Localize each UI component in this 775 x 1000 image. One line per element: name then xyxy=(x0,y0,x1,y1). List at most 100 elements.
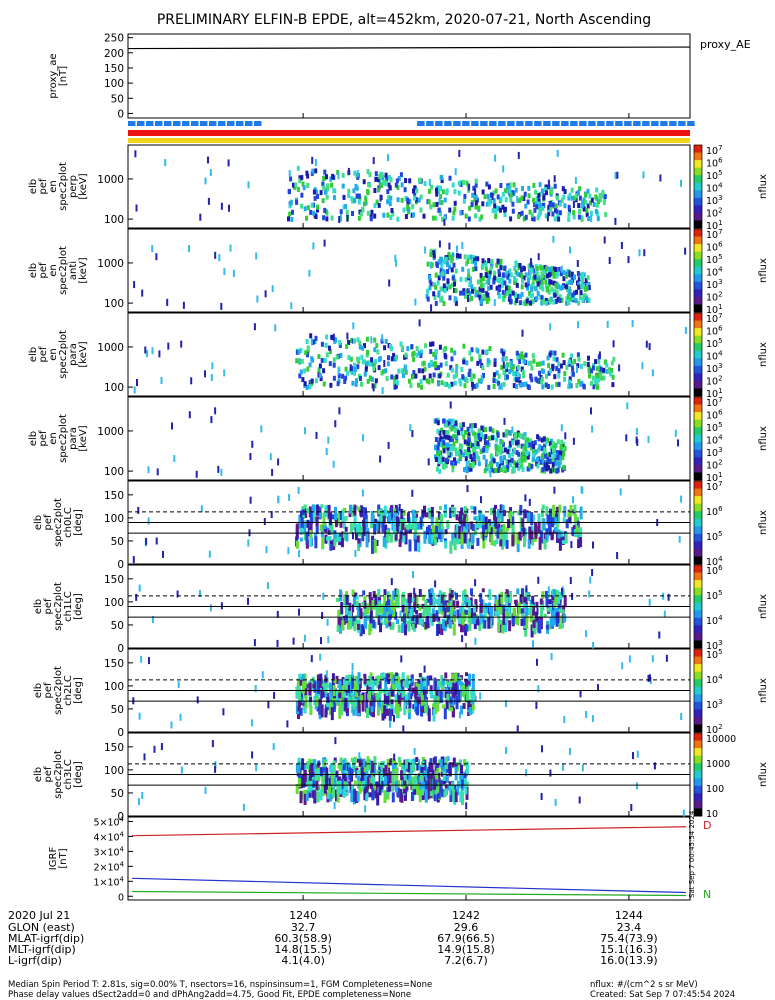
spectrogram-pixel xyxy=(442,765,446,775)
spectrogram-pixel xyxy=(384,368,388,374)
spectrogram-pixel xyxy=(333,802,336,810)
spectrogram-pixel xyxy=(374,359,377,365)
spectrogram-pixel xyxy=(312,515,316,523)
spectrogram-pixel xyxy=(497,373,501,379)
spectrogram-pixel xyxy=(317,769,321,778)
spectrogram-pixel xyxy=(210,416,213,424)
spectrogram-pixel xyxy=(317,368,321,374)
spectrogram-pixel xyxy=(496,431,500,437)
colorbar-band xyxy=(694,388,702,397)
spectrogram-pixel xyxy=(393,379,396,385)
spectrogram-pixel xyxy=(413,593,417,607)
spectrogram-pixel xyxy=(424,704,428,712)
spectrogram-pixel xyxy=(481,258,485,264)
colorbar-tick-label: 104 xyxy=(706,182,723,195)
spectrogram-pixel xyxy=(441,217,445,222)
spectrogram-pixel xyxy=(368,361,372,367)
spectrogram-pixel xyxy=(331,788,335,798)
spectrogram-pixel xyxy=(412,357,416,362)
spectrogram-pixel xyxy=(552,589,556,597)
spectrogram-pixel xyxy=(513,460,517,466)
spectrogram-pixel xyxy=(332,195,336,201)
spectrogram-pixel xyxy=(363,371,367,377)
spectrogram-pixel xyxy=(494,209,498,215)
spectrogram-pixel xyxy=(177,681,180,689)
colorbar-tick-label: 103 xyxy=(706,194,723,207)
spectrogram-pixel xyxy=(450,256,454,262)
colorbar-tick-label: 103 xyxy=(706,639,723,652)
spectrogram-pixel xyxy=(577,203,581,208)
spectrogram-pixel xyxy=(255,764,258,772)
spectrogram-pixel xyxy=(480,297,484,303)
spectrogram-pixel xyxy=(524,494,527,502)
spectrogram-pixel xyxy=(517,151,520,159)
spectrogram-pixel xyxy=(454,792,458,803)
spectrogram-pixel xyxy=(378,762,382,767)
spectrogram-pixel xyxy=(475,453,479,459)
spectrogram-pixel xyxy=(368,676,372,684)
colorbar-band xyxy=(694,296,702,305)
y-tick-label: 4×104 xyxy=(93,830,124,843)
spectrogram-pixel xyxy=(478,620,482,631)
spectrogram-pixel xyxy=(371,676,375,681)
spectrogram-pixel xyxy=(546,214,549,222)
spectrogram-pixel xyxy=(251,440,254,448)
orbit-bar-segment xyxy=(453,121,461,126)
spectrogram-pixel xyxy=(524,352,528,358)
spectrogram-pixel xyxy=(452,210,456,216)
y-tick-label: 150 xyxy=(104,63,124,75)
spectrogram-pixel xyxy=(554,282,558,288)
spectrogram-pixel xyxy=(306,508,310,514)
spectrogram-pixel xyxy=(459,210,463,216)
spectrogram-pixel xyxy=(420,692,424,706)
spectrogram-pixel xyxy=(391,211,395,217)
spectrogram-pixel xyxy=(416,696,420,704)
colorbar-band xyxy=(694,610,702,619)
spectrogram-pixel xyxy=(416,535,420,543)
spectrogram-pixel xyxy=(399,518,403,531)
spectrogram-pixel xyxy=(584,200,588,206)
spectrogram-pixel xyxy=(511,190,515,196)
spectrogram-pixel xyxy=(347,193,351,199)
spectrogram-pixel xyxy=(444,672,448,679)
spectrogram-pixel xyxy=(560,198,564,203)
spectrogram-pixel xyxy=(350,757,354,762)
spectrogram-pixel xyxy=(449,507,453,514)
spectrogram-pixel xyxy=(484,262,488,267)
spectrogram-pixel xyxy=(487,201,491,207)
spectrogram-pixel xyxy=(426,787,430,800)
spectrogram-pixel xyxy=(526,454,530,460)
spectrogram-pixel xyxy=(549,368,552,373)
spectrogram-pixel xyxy=(306,519,310,528)
spectrogram-pixel xyxy=(327,504,331,509)
spectrogram-pixel xyxy=(321,612,324,619)
spectrogram-pixel xyxy=(603,196,607,202)
spectrogram-pixel xyxy=(520,619,524,626)
spectrogram-pixel xyxy=(415,706,419,714)
spectrogram-pixel xyxy=(331,514,335,520)
spectrogram-pixel xyxy=(561,455,565,461)
spectrogram-pixel xyxy=(368,182,372,188)
y-tick-label: 100 xyxy=(104,298,124,310)
spectrogram-pixel xyxy=(558,201,562,207)
spectrogram-pixel xyxy=(450,590,454,598)
spectrogram-pixel xyxy=(472,450,476,456)
spectrogram-pixel xyxy=(476,348,480,354)
spectrogram-pixel xyxy=(341,620,345,631)
spectrogram-pixel xyxy=(448,254,452,260)
spectrogram-pixel xyxy=(417,368,421,374)
spectrogram-pixel xyxy=(482,537,486,549)
spectrogram-pixel xyxy=(351,785,355,791)
spectrogram-pixel xyxy=(541,458,545,464)
spectrogram-pixel xyxy=(529,300,533,306)
spectrogram-pixel xyxy=(511,451,515,457)
spectrogram-pixel xyxy=(431,378,435,384)
spectrogram-pixel xyxy=(414,517,418,529)
y-axis-label: elb xyxy=(33,515,44,530)
spectrogram-pixel xyxy=(429,675,433,680)
date-label: 2020 Jul 21 xyxy=(8,909,70,922)
spectrogram-pixel xyxy=(364,787,367,794)
